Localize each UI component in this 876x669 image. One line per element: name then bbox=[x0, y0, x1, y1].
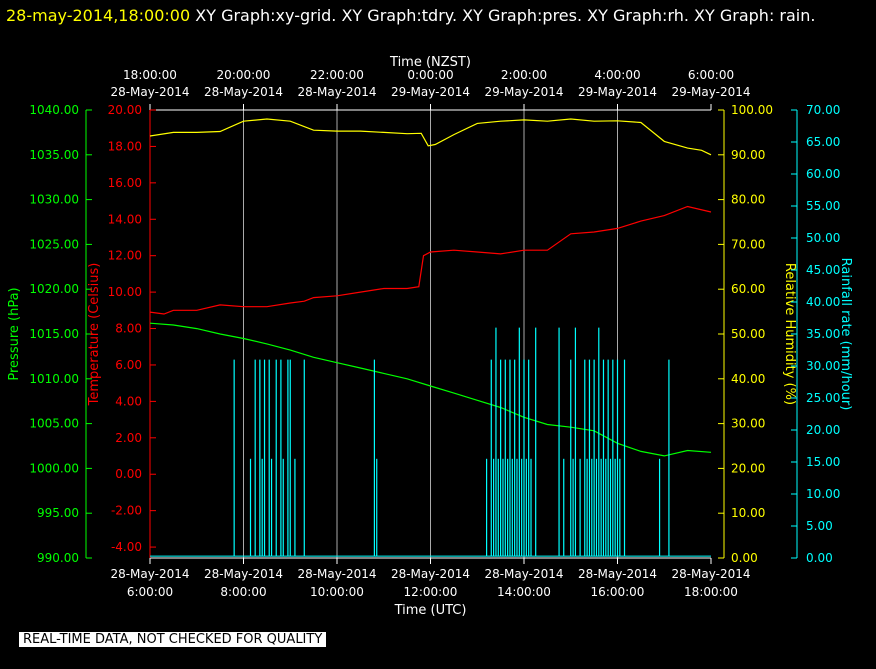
pressure-axis-tick-label: 1010.00 bbox=[29, 372, 79, 386]
x-top-tick-date: 28-May-2014 bbox=[204, 85, 283, 99]
temperature-axis-tick-label: -2.00 bbox=[111, 504, 142, 518]
x-top-tick-time: 18:00:00 bbox=[123, 68, 177, 82]
x-bottom-tick-time: 16:00:00 bbox=[591, 585, 645, 599]
x-bottom-tick-time: 14:00:00 bbox=[497, 585, 551, 599]
x-bottom-tick-date: 28-May-2014 bbox=[671, 567, 750, 581]
temperature-series-line bbox=[149, 205, 712, 315]
temperature-axis-tick-label: 12.00 bbox=[108, 249, 142, 263]
humidity-axis-tick-label: 20.00 bbox=[731, 461, 765, 475]
x-bottom-tick-time: 6:00:00 bbox=[127, 585, 173, 599]
x-bottom-tick-date: 28-May-2014 bbox=[110, 567, 189, 581]
pressure-axis-title: Pressure (hPa) bbox=[7, 287, 22, 380]
rain-axis-tick-label: 70.00 bbox=[806, 103, 840, 117]
humidity-axis-tick-label: 70.00 bbox=[731, 237, 765, 251]
temperature-axis-tick-label: 8.00 bbox=[115, 322, 142, 336]
temperature-axis-tick-label: 18.00 bbox=[108, 139, 142, 153]
header-timestamp: 28-may-2014,18:00:00 bbox=[6, 6, 191, 25]
x-top-tick-time: 20:00:00 bbox=[217, 68, 271, 82]
temperature-axis-tick-label: 0.00 bbox=[115, 467, 142, 481]
pressure-axis-tick-label: 1020.00 bbox=[29, 282, 79, 296]
rain-axis-tick-label: 30.00 bbox=[806, 359, 840, 373]
pressure-axis-tick-label: 1005.00 bbox=[29, 417, 79, 431]
humidity-axis-tick-label: 10.00 bbox=[731, 506, 765, 520]
x-bottom-tick-date: 28-May-2014 bbox=[484, 567, 563, 581]
rain-axis-tick-label: 45.00 bbox=[806, 263, 840, 277]
x-top-tick-date: 29-May-2014 bbox=[578, 85, 657, 99]
x-bottom-tick-time: 18:00:00 bbox=[684, 585, 738, 599]
temperature-axis-tick-label: 16.00 bbox=[108, 176, 142, 190]
rain-axis-tick-label: 15.00 bbox=[806, 455, 840, 469]
rain-axis-tick-label: 55.00 bbox=[806, 199, 840, 213]
temperature-axis-tick-label: 10.00 bbox=[108, 285, 142, 299]
x-top-tick-time: 4:00:00 bbox=[594, 68, 640, 82]
x-bottom-tick-time: 12:00:00 bbox=[404, 585, 458, 599]
x-top-tick-time: 22:00:00 bbox=[310, 68, 364, 82]
x-bottom-tick-date: 28-May-2014 bbox=[204, 567, 283, 581]
x-top-tick-time: 0:00:00 bbox=[407, 68, 453, 82]
x-top-tick-date: 29-May-2014 bbox=[391, 85, 470, 99]
temperature-axis-title: Temperature (Celsius) bbox=[87, 263, 102, 407]
pressure-axis-tick-label: 1025.00 bbox=[29, 237, 79, 251]
x-top-tick-date: 28-May-2014 bbox=[110, 85, 189, 99]
header-graph-list: XY Graph:xy-grid. XY Graph:tdry. XY Grap… bbox=[190, 6, 816, 25]
humidity-axis-tick-label: 0.00 bbox=[731, 551, 758, 565]
chart-header: 28-may-2014,18:00:00 XY Graph:xy-grid. X… bbox=[6, 3, 866, 29]
rain-axis-tick-label: 10.00 bbox=[806, 487, 840, 501]
humidity-axis-tick-label: 40.00 bbox=[731, 372, 765, 386]
quality-notice: REAL-TIME DATA, NOT CHECKED FOR QUALITY bbox=[19, 632, 327, 647]
pressure-axis-tick-label: 990.00 bbox=[37, 551, 79, 565]
humidity-series-line bbox=[149, 118, 712, 156]
x-bottom-tick-date: 28-May-2014 bbox=[297, 567, 376, 581]
pressure-axis-tick-label: 995.00 bbox=[37, 506, 79, 520]
rain-axis-tick-label: 50.00 bbox=[806, 231, 840, 245]
x-top-tick-time: 6:00:00 bbox=[688, 68, 734, 82]
temperature-axis-tick-label: -4.00 bbox=[111, 540, 142, 554]
x-top-title: Time (NZST) bbox=[389, 55, 471, 70]
pressure-axis-tick-label: 1040.00 bbox=[29, 103, 79, 117]
rain-axis-tick-label: 0.00 bbox=[806, 551, 833, 565]
temperature-axis-tick-label: 2.00 bbox=[115, 431, 142, 445]
rain-axis-tick-label: 25.00 bbox=[806, 391, 840, 405]
temperature-axis-tick-label: 14.00 bbox=[108, 212, 142, 226]
humidity-axis-tick-label: 30.00 bbox=[731, 417, 765, 431]
rain-axis-tick-label: 60.00 bbox=[806, 167, 840, 181]
temperature-axis-tick-label: 20.00 bbox=[108, 103, 142, 117]
pressure-axis-tick-label: 1000.00 bbox=[29, 461, 79, 475]
humidity-axis-tick-label: 50.00 bbox=[731, 327, 765, 341]
rain-axis-tick-label: 20.00 bbox=[806, 423, 840, 437]
rain-axis-tick-label: 5.00 bbox=[806, 519, 833, 533]
x-bottom-title: Time (UTC) bbox=[394, 603, 467, 618]
humidity-axis-tick-label: 90.00 bbox=[731, 148, 765, 162]
x-top-tick-date: 28-May-2014 bbox=[297, 85, 376, 99]
x-top-tick-time: 2:00:00 bbox=[501, 68, 547, 82]
rain-axis-tick-label: 35.00 bbox=[806, 327, 840, 341]
x-bottom-tick-date: 28-May-2014 bbox=[391, 567, 470, 581]
humidity-axis-tick-label: 60.00 bbox=[731, 282, 765, 296]
humidity-axis-title: Relative Humidity (%) bbox=[782, 263, 797, 405]
humidity-axis-tick-label: 80.00 bbox=[731, 193, 765, 207]
x-bottom-tick-date: 28-May-2014 bbox=[578, 567, 657, 581]
rain-axis-title: Rainfall rate (mm/hour) bbox=[838, 258, 853, 411]
x-bottom-tick-time: 8:00:00 bbox=[220, 585, 266, 599]
x-top-tick-date: 29-May-2014 bbox=[671, 85, 750, 99]
x-top-tick-date: 29-May-2014 bbox=[484, 85, 563, 99]
pressure-axis-tick-label: 1015.00 bbox=[29, 327, 79, 341]
x-bottom-tick-time: 10:00:00 bbox=[310, 585, 364, 599]
pressure-axis-tick-label: 1035.00 bbox=[29, 148, 79, 162]
rain-axis-tick-label: 65.00 bbox=[806, 135, 840, 149]
humidity-axis-tick-label: 100.00 bbox=[731, 103, 773, 117]
temperature-axis-tick-label: 4.00 bbox=[115, 394, 142, 408]
temperature-axis-tick-label: 6.00 bbox=[115, 358, 142, 372]
pressure-axis-tick-label: 1030.00 bbox=[29, 193, 79, 207]
rain-axis-tick-label: 40.00 bbox=[806, 295, 840, 309]
